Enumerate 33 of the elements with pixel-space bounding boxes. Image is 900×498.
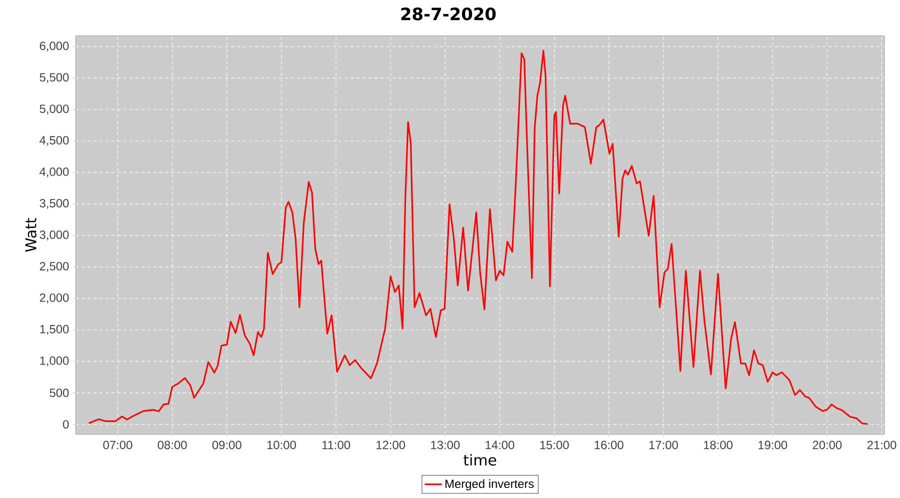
x-tick-label: 19:00 [758, 440, 788, 450]
y-axis-title: Watt [25, 218, 36, 252]
y-tick-label: 2,500 [40, 262, 69, 272]
x-tick-label: 21:00 [867, 440, 896, 450]
y-tick-label: 5,000 [40, 104, 69, 114]
x-tick-label: 17:00 [649, 440, 678, 450]
x-tick-label: 20:00 [812, 440, 842, 450]
x-tick-label: 10:00 [267, 440, 296, 450]
y-tick-label: 3,000 [40, 230, 69, 240]
x-tick-label: 12:00 [376, 440, 406, 450]
y-tick-label: 3,500 [40, 199, 69, 209]
x-tick-label: 14:00 [486, 440, 514, 450]
x-tick-label: 11:00 [322, 440, 350, 450]
x-tick-label: 16:00 [594, 440, 624, 450]
legend-label: Merged inverters [446, 479, 534, 490]
y-tick-label: 2,000 [40, 293, 69, 304]
x-tick-label: 13:00 [431, 440, 460, 450]
x-axis-title: time [464, 454, 496, 466]
line-series [88, 50, 868, 425]
y-tick-label: 1,000 [40, 356, 69, 366]
y-tick-label: 0 [63, 420, 69, 429]
y-tick-label: 6,000 [40, 42, 69, 52]
y-tick-label: 500 [50, 388, 69, 398]
x-tick-label: 08:00 [158, 440, 187, 450]
y-tick-label: 5,500 [40, 73, 69, 83]
y-tick-label: 4,500 [40, 136, 69, 146]
x-tick-label: 18:00 [704, 440, 733, 450]
x-tick-label: 07:00 [103, 440, 132, 450]
x-tick-label: 15:00 [540, 440, 569, 450]
chart-title: 28-7-2020 [401, 8, 496, 20]
x-tick-label: 09:00 [212, 440, 242, 450]
y-tick-label: 1,500 [40, 324, 69, 335]
y-tick-label: 4,000 [40, 168, 69, 178]
